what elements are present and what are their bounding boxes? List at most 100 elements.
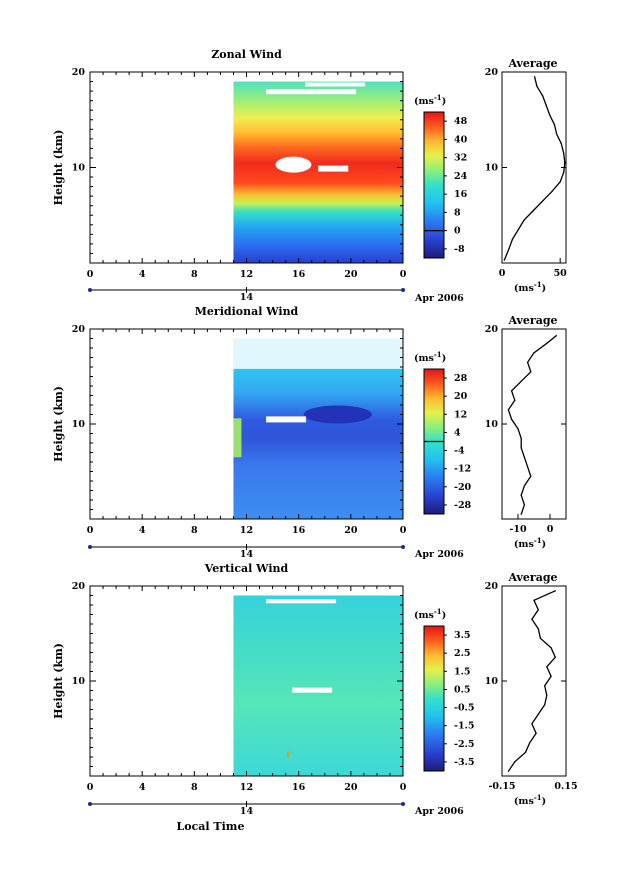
data-gap (266, 89, 357, 95)
profile-point (530, 475, 532, 477)
profile-point (550, 647, 552, 649)
profile-point (523, 219, 525, 221)
profile-line (507, 590, 557, 772)
colorbar-tick-label: -28 (454, 500, 472, 511)
date-axis-end (401, 288, 405, 292)
profile-point (517, 428, 519, 430)
profile-point (560, 143, 562, 145)
x-tick-label: 20 (344, 269, 358, 280)
profile-point (537, 609, 539, 611)
colorbar-tick-label: 8 (454, 207, 461, 218)
profile-point (514, 399, 516, 401)
colorbar-tick-label: 20 (454, 391, 468, 402)
x-axis-label: Local Time (177, 820, 245, 833)
x-tick-label: 4 (139, 525, 146, 536)
profile-x-axis-label: (ms-1) (514, 536, 546, 550)
chart-title: Zonal Wind (211, 48, 282, 61)
profile-point (523, 485, 526, 487)
profile-y-tick-label: 10 (485, 163, 499, 174)
y-tick-label: 10 (72, 419, 86, 430)
x-tick-label: 16 (292, 525, 306, 536)
date-axis-end (88, 288, 92, 292)
profile-point (559, 181, 561, 183)
chart-title: Vertical Wind (204, 562, 289, 575)
y-tick-label: 20 (72, 67, 86, 78)
profile-point (556, 133, 558, 135)
profile-frame (501, 585, 567, 777)
profile-point (546, 694, 548, 696)
profile-x-axis-close: ) (542, 283, 547, 294)
colorbar-unit-close: ) (442, 96, 447, 107)
profile-point (507, 409, 509, 411)
profile-point (551, 190, 553, 192)
profile-point (532, 209, 535, 212)
profile-y-tick-label: 20 (485, 67, 499, 78)
x-tick-label: 8 (191, 269, 198, 280)
profile-point (537, 628, 539, 630)
profile-point (511, 238, 514, 240)
profile-point (545, 104, 547, 107)
x-tick-label: 20 (344, 782, 358, 793)
colorbar-tick-label: 28 (454, 373, 468, 384)
hot-pixel (286, 751, 290, 758)
x-tick-label: 4 (139, 782, 146, 793)
x-tick-label: 8 (191, 782, 198, 793)
profile-point (511, 390, 513, 392)
chart-title: Meridional Wind (195, 305, 299, 318)
data-gap (275, 156, 312, 173)
profile-x-tick-label: 0 (499, 268, 506, 279)
colorbar-unit-exponent: -1 (434, 93, 442, 102)
date-axis-end (401, 545, 405, 549)
green-band (233, 418, 242, 458)
heatmap-field (233, 595, 403, 776)
colorbar-tick-label: -1.5 (454, 721, 474, 732)
colorbar-tick-label: -4 (454, 446, 465, 457)
x-tick-label: 4 (139, 269, 146, 280)
colorbar-unit-close: ) (442, 353, 447, 364)
profile-point (524, 751, 527, 753)
profile-x-tick-label: -10 (509, 524, 527, 535)
colorbar-unit: (ms-1) (414, 93, 446, 107)
y-axis-label: Height (km) (52, 130, 65, 206)
colorbar-unit-exponent: -1 (434, 350, 442, 359)
colorbar-unit: (ms-1) (414, 607, 446, 621)
profile-point (549, 114, 551, 116)
heatmap-field (233, 81, 403, 263)
profile-x-tick-label: 0.15 (554, 781, 577, 792)
profile-point (533, 599, 535, 601)
profile-y-tick-label: 20 (485, 324, 499, 335)
colorbar-tick-label: 24 (454, 171, 468, 182)
profile-point (544, 685, 546, 687)
profile-title: Average (507, 57, 557, 70)
profile-point (520, 513, 522, 515)
profile-point (535, 732, 537, 734)
x-tick-label: 12 (240, 782, 253, 793)
y-axis-label: Height (km) (52, 643, 65, 719)
profile-point (564, 162, 566, 164)
profile-y-tick-label: 10 (485, 419, 499, 430)
date-label: Apr 2006 (414, 293, 464, 304)
profile-frame (501, 328, 567, 520)
colorbar-tick-label: 40 (454, 134, 468, 145)
profile-x-axis-label: (ms-1) (514, 793, 546, 807)
profile-point (531, 723, 533, 725)
x-tick-label: 12 (240, 269, 253, 280)
profile-point (537, 713, 539, 715)
x-tick-label: 16 (292, 782, 306, 793)
profile-point (520, 380, 522, 382)
profile-point (530, 371, 532, 373)
profile-x-tick-label: 50 (554, 268, 568, 279)
y-tick-label: 20 (72, 581, 86, 592)
profile-point (511, 418, 513, 420)
colorbar-tick-label: 16 (454, 189, 468, 200)
profile-point (542, 95, 544, 97)
colorbar (423, 111, 445, 259)
profile-point (531, 618, 533, 620)
profile-title: Average (507, 314, 557, 327)
profile-point (555, 335, 558, 337)
x-tick-label: 0 (87, 269, 94, 280)
data-gap (266, 416, 307, 423)
x-tick-label: 0 (400, 269, 407, 280)
